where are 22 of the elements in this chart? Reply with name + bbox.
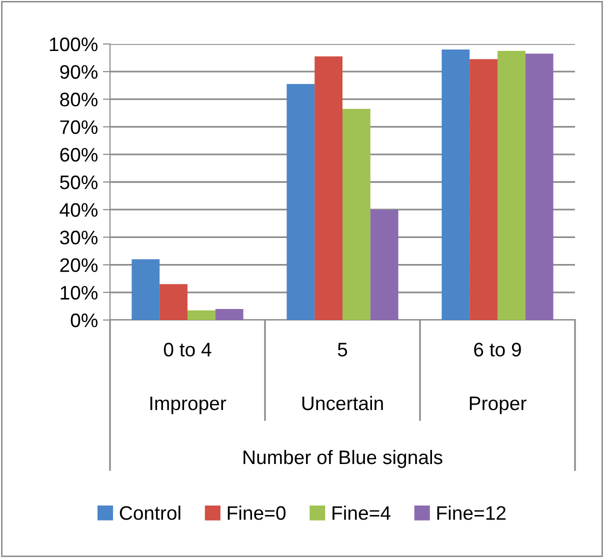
x-tick-label: 5	[338, 342, 348, 357]
y-tick-label: 100%	[50, 37, 98, 52]
y-tick-label: 50%	[60, 175, 98, 190]
x-tick-label: 6 to 9	[474, 342, 521, 357]
legend-label: Fine=12	[437, 506, 506, 520]
y-tick-label: 0%	[70, 313, 98, 328]
legend-label: Fine=0	[228, 506, 286, 520]
legend-label: Control	[120, 506, 180, 520]
text: Uncertain	[302, 396, 383, 410]
y-tick-label: 20%	[60, 258, 98, 272]
text: Improper	[150, 396, 226, 414]
x-tick-label: 0 to 4	[164, 342, 212, 357]
text: Proper	[470, 396, 526, 414]
y-tick-label: 80%	[60, 92, 98, 106]
x-axis-title: Number of Blue signals	[244, 450, 442, 468]
y-tick-label: 10%	[60, 286, 98, 300]
y-tick-label: 60%	[60, 148, 98, 162]
legend-label: Fine=4	[332, 506, 390, 520]
y-tick-label: 30%	[60, 230, 98, 244]
y-tick-label: 40%	[60, 203, 98, 217]
y-tick-label: 90%	[60, 65, 98, 79]
y-tick-label: 70%	[60, 120, 98, 134]
